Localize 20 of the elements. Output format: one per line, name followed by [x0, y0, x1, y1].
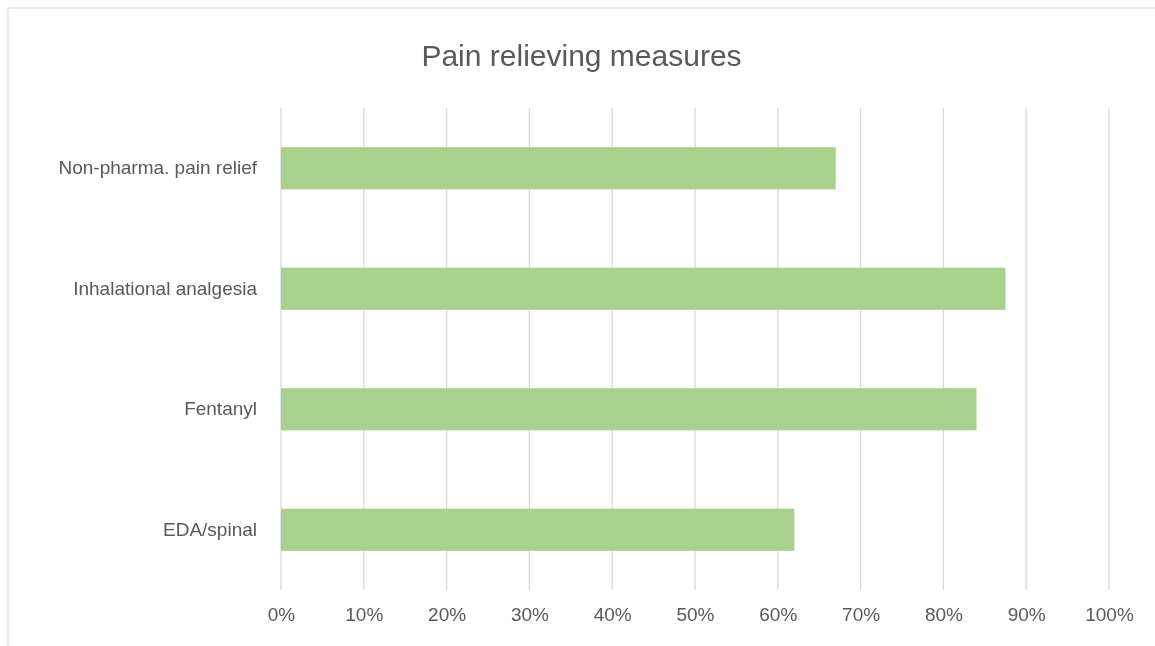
x-tick-label: 100%: [1085, 604, 1134, 626]
x-tick-label: 40%: [593, 604, 632, 626]
x-tick-label: 10%: [345, 604, 384, 626]
bar: [281, 147, 836, 190]
bar: [281, 267, 1006, 310]
x-tick-label: 0%: [267, 604, 296, 626]
x-tick-label: 50%: [676, 604, 715, 626]
x-tick-label: 80%: [924, 604, 964, 626]
x-tick-label: 60%: [759, 604, 798, 626]
x-tick-label: 90%: [1007, 604, 1046, 626]
x-tick-label: 20%: [428, 604, 467, 626]
x-tick-label: 70%: [842, 604, 881, 626]
bar: [281, 388, 977, 431]
y-tick-label: Non-pharma. pain relief: [58, 157, 258, 179]
y-tick-label: EDA/spinal: [163, 518, 257, 540]
bar: [281, 508, 795, 551]
y-tick-label: Fentanyl: [184, 398, 257, 420]
chart-title: Pain relieving measures: [421, 39, 742, 72]
y-tick-label: Inhalational analgesia: [73, 277, 258, 299]
x-tick-label: 30%: [510, 604, 550, 626]
